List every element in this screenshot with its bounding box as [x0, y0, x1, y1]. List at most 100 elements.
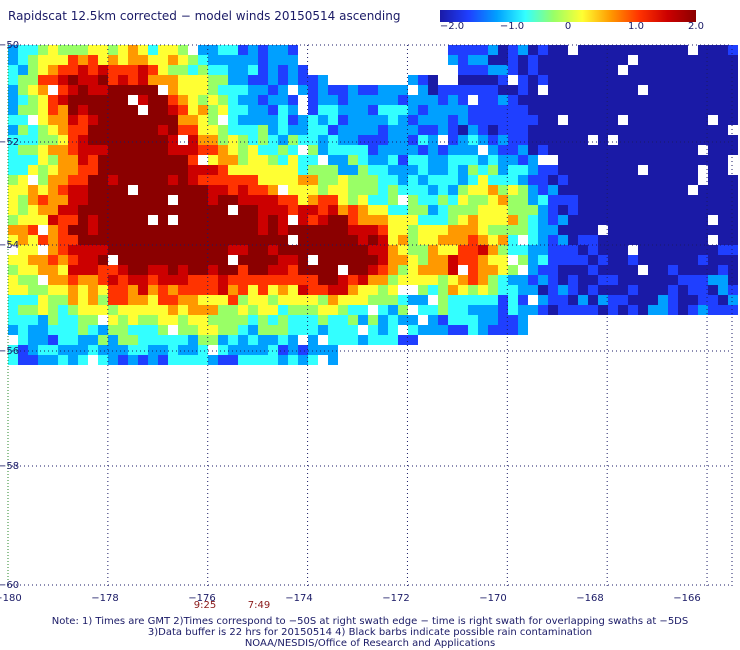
wind-cell: [618, 225, 628, 235]
wind-cell: [28, 145, 38, 155]
wind-cell: [198, 185, 208, 195]
wind-cell: [328, 275, 338, 285]
wind-cell: [728, 55, 738, 65]
wind-cell: [88, 305, 98, 315]
wind-cell: [28, 55, 38, 65]
wind-cell: [538, 105, 548, 115]
wind-cell: [428, 255, 438, 265]
wind-cell: [218, 105, 228, 115]
wind-cell: [68, 65, 78, 75]
wind-cell: [148, 285, 158, 295]
lat-label-52: −52: [0, 137, 20, 148]
wind-cell: [148, 75, 158, 85]
wind-cell: [368, 275, 378, 285]
wind-cell: [238, 355, 248, 365]
wind-cell: [478, 275, 488, 285]
wind-cell: [458, 155, 468, 165]
wind-cell: [608, 295, 618, 305]
wind-cell: [468, 155, 478, 165]
wind-cell: [108, 75, 118, 85]
wind-cell: [108, 145, 118, 155]
wind-cell: [308, 305, 318, 315]
wind-cell: [548, 105, 558, 115]
wind-cell: [588, 275, 598, 285]
wind-cell: [258, 235, 268, 245]
wind-cell: [718, 235, 728, 245]
wind-cell: [308, 95, 318, 105]
wind-cell: [178, 265, 188, 275]
wind-cell: [538, 245, 548, 255]
wind-cell: [498, 45, 508, 55]
wind-cell: [8, 205, 18, 215]
wind-cell: [48, 185, 58, 195]
wind-cell: [528, 135, 538, 145]
wind-cell: [68, 195, 78, 205]
wind-cell: [348, 275, 358, 285]
wind-cell: [258, 185, 268, 195]
wind-cell: [198, 245, 208, 255]
wind-cell: [668, 115, 678, 125]
wind-cell: [718, 195, 728, 205]
wind-cell: [128, 105, 138, 115]
wind-cell: [98, 215, 108, 225]
wind-cell: [88, 125, 98, 135]
wind-cell: [238, 185, 248, 195]
wind-cell: [668, 155, 678, 165]
wind-cell: [18, 145, 28, 155]
wind-cell: [708, 265, 718, 275]
wind-cell: [198, 105, 208, 115]
wind-cell: [8, 225, 18, 235]
wind-cell: [598, 255, 608, 265]
wind-cell: [448, 255, 458, 265]
wind-cell: [648, 275, 658, 285]
wind-cell: [28, 355, 38, 365]
wind-cell: [458, 275, 468, 285]
wind-cell: [68, 265, 78, 275]
wind-cell: [108, 165, 118, 175]
wind-cell: [18, 155, 28, 165]
wind-cell: [298, 275, 308, 285]
wind-cell: [498, 115, 508, 125]
wind-cell: [178, 345, 188, 355]
wind-cell: [38, 65, 48, 75]
wind-cell: [428, 285, 438, 295]
wind-cell: [138, 65, 148, 75]
wind-cell: [268, 195, 278, 205]
wind-cell: [188, 105, 198, 115]
wind-cell: [478, 155, 488, 165]
wind-cell: [88, 325, 98, 335]
wind-cell: [488, 95, 498, 105]
wind-cell: [318, 95, 328, 105]
wind-cell: [538, 235, 548, 245]
wind-cell: [448, 225, 458, 235]
wind-cell: [98, 75, 108, 85]
wind-cell: [628, 265, 638, 275]
wind-cell: [58, 125, 68, 135]
wind-cell: [708, 255, 718, 265]
wind-cell: [668, 175, 678, 185]
wind-cell: [198, 175, 208, 185]
wind-cell: [278, 265, 288, 275]
wind-cell: [508, 245, 518, 255]
wind-cell: [668, 45, 678, 55]
wind-cell: [728, 255, 738, 265]
wind-cell: [598, 245, 608, 255]
wind-cell: [248, 285, 258, 295]
wind-cell: [528, 195, 538, 205]
wind-cell: [268, 85, 278, 95]
wind-cell: [308, 145, 318, 155]
wind-cell: [268, 325, 278, 335]
wind-cell: [488, 165, 498, 175]
wind-cell: [238, 335, 248, 345]
wind-cell: [108, 225, 118, 235]
wind-cell: [368, 135, 378, 145]
wind-cell: [568, 305, 578, 315]
wind-cell: [198, 325, 208, 335]
wind-cell: [588, 155, 598, 165]
wind-cell: [518, 215, 528, 225]
wind-cell: [128, 215, 138, 225]
wind-cell: [138, 195, 148, 205]
wind-cell: [508, 105, 518, 115]
wind-cell: [148, 65, 158, 75]
wind-cell: [208, 305, 218, 315]
